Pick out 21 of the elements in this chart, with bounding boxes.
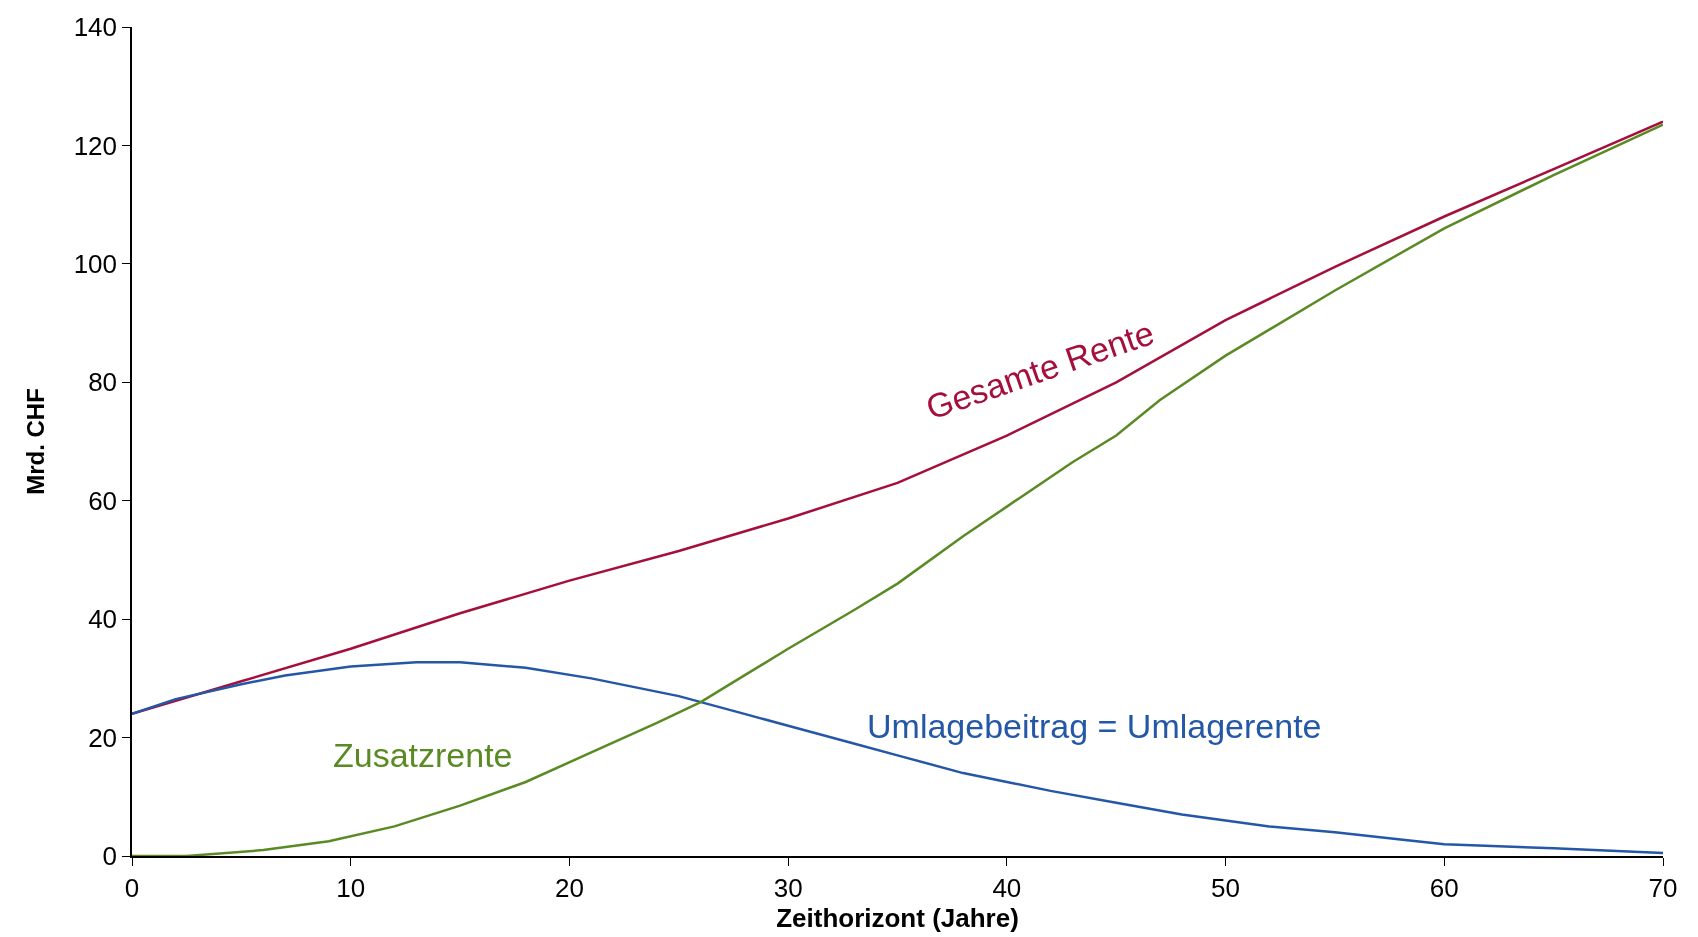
text: Gesamte Rente <box>921 313 1159 427</box>
x-tick-label: 40 <box>992 872 1022 903</box>
y-axis-title: Mrd. CHF <box>22 388 50 495</box>
x-tick-label: 20 <box>554 872 584 903</box>
x-axis-title: Zeithorizont (Jahre) <box>776 902 1019 933</box>
y-tick-label: 80 <box>88 367 118 398</box>
y-tick-label: 100 <box>73 248 118 279</box>
x-tick-label: 70 <box>1648 872 1678 903</box>
y-tick-label: 60 <box>88 485 118 516</box>
y-tick-label: 0 <box>102 841 118 872</box>
y-tick-label: 40 <box>88 604 118 635</box>
x-tick-label: 60 <box>1429 872 1459 903</box>
x-tick-label: 50 <box>1211 872 1241 903</box>
y-tick-label: 120 <box>73 130 118 161</box>
series-label: Umlagebeitrag = Umlagerente <box>867 707 1322 745</box>
y-tick-label: 140 <box>73 12 118 43</box>
x-tick-label: 0 <box>124 872 140 903</box>
x-tick-label: 30 <box>773 872 803 903</box>
y-tick-label: 20 <box>88 722 118 753</box>
x-tick-label: 10 <box>336 872 366 903</box>
series-label: Zusatzrente <box>333 736 513 774</box>
